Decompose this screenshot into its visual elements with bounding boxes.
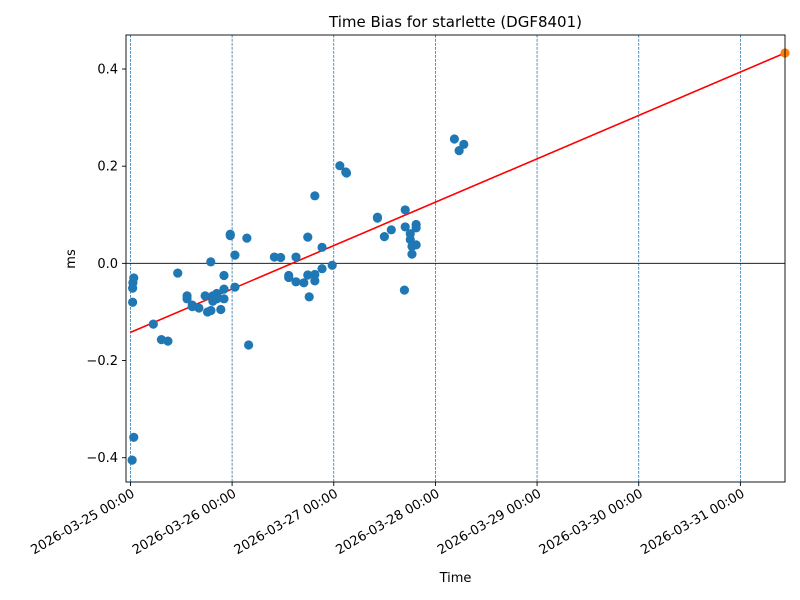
data-point bbox=[225, 231, 235, 241]
data-point bbox=[182, 294, 192, 304]
data-point bbox=[291, 252, 301, 262]
data-point bbox=[173, 268, 183, 278]
data-point bbox=[206, 257, 216, 267]
data-point bbox=[242, 233, 252, 243]
data-point bbox=[194, 303, 204, 313]
y-tick-label: 0.4 bbox=[97, 63, 118, 78]
data-point bbox=[216, 304, 226, 315]
data-point bbox=[399, 285, 410, 295]
y-tick-label: −0.2 bbox=[86, 354, 118, 369]
data-point bbox=[303, 232, 313, 242]
data-point bbox=[212, 294, 222, 304]
data-point bbox=[303, 270, 313, 280]
data-point bbox=[400, 205, 410, 215]
y-axis-label: ms bbox=[64, 249, 79, 269]
data-point bbox=[449, 134, 460, 144]
data-point bbox=[219, 270, 229, 281]
x-axis-label: Time bbox=[439, 571, 472, 586]
data-point bbox=[128, 283, 138, 293]
y-tick-label: −0.4 bbox=[86, 451, 118, 466]
data-point bbox=[219, 294, 229, 304]
data-point bbox=[411, 240, 421, 250]
data-point bbox=[310, 269, 320, 280]
data-point bbox=[386, 225, 396, 235]
data-point bbox=[411, 223, 421, 233]
data-point bbox=[284, 272, 294, 283]
data-point bbox=[163, 336, 173, 346]
data-point bbox=[459, 139, 469, 149]
data-point bbox=[379, 232, 389, 242]
data-point bbox=[400, 222, 410, 232]
chart-title: Time Bias for starlette (DGF8401) bbox=[328, 13, 582, 31]
data-point bbox=[317, 242, 327, 252]
data-point bbox=[304, 292, 314, 302]
data-point bbox=[219, 284, 229, 294]
data-point bbox=[341, 168, 352, 178]
data-point bbox=[230, 282, 240, 292]
data-point bbox=[335, 161, 345, 171]
data-point bbox=[310, 191, 320, 201]
data-point bbox=[372, 213, 383, 223]
data-point bbox=[129, 273, 139, 283]
data-point bbox=[299, 278, 309, 288]
axes-frame bbox=[125, 34, 786, 483]
data-point bbox=[291, 277, 301, 287]
fit-line bbox=[130, 52, 786, 334]
data-point bbox=[454, 146, 464, 156]
y-tick-label: 0.2 bbox=[97, 160, 118, 175]
data-point bbox=[244, 340, 254, 350]
data-point bbox=[127, 455, 137, 465]
data-point bbox=[317, 264, 327, 274]
data-point bbox=[129, 432, 139, 442]
data-point bbox=[276, 252, 286, 263]
data-point bbox=[230, 250, 240, 260]
data-point bbox=[407, 249, 417, 259]
data-point bbox=[148, 319, 158, 329]
data-point bbox=[206, 305, 216, 316]
data-point bbox=[327, 260, 337, 270]
data-point bbox=[128, 297, 138, 307]
data-point bbox=[200, 291, 210, 301]
data-point bbox=[310, 276, 320, 286]
y-tick-label: 0.0 bbox=[97, 257, 118, 272]
